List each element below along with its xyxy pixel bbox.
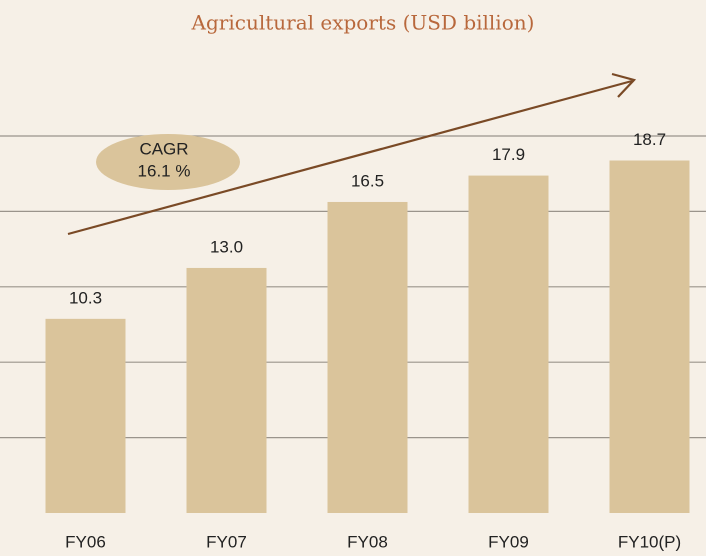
cagr-bubble	[96, 134, 240, 190]
chart-title: Agricultural exports (USD billion)	[191, 11, 535, 35]
x-tick-label: FY10(P)	[618, 532, 681, 551]
value-label: 16.5	[351, 171, 384, 190]
x-tick-label: FY09	[488, 532, 529, 551]
bar	[186, 267, 267, 513]
x-tick-label: FY06	[65, 532, 106, 551]
value-label: 13.0	[210, 237, 243, 256]
value-label: 17.9	[492, 145, 525, 164]
x-tick-label: FY08	[347, 532, 388, 551]
cagr-value: 16.1 %	[138, 161, 191, 180]
value-label: 18.7	[633, 130, 666, 149]
trend-arrowhead	[611, 72, 637, 98]
bar	[45, 318, 126, 513]
cagr-label: CAGR	[139, 139, 188, 158]
bar	[609, 160, 690, 513]
value-label: 10.3	[69, 288, 102, 307]
bar	[327, 201, 408, 513]
trend-arrow	[67, 79, 633, 236]
x-tick-label: FY07	[206, 532, 247, 551]
bar	[468, 175, 549, 513]
